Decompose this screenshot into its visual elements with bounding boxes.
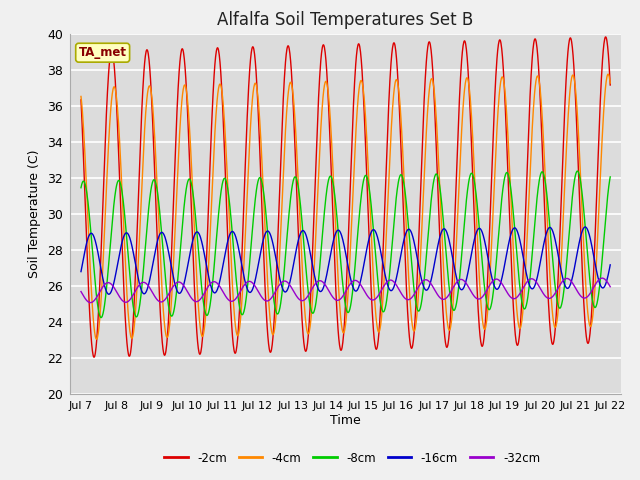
-16cm — [105, 291, 113, 297]
-16cm — [428, 274, 436, 280]
-8cm — [573, 168, 581, 174]
-32cm — [544, 295, 552, 301]
-4cm — [428, 76, 436, 82]
-4cm — [255, 97, 262, 103]
-8cm — [606, 174, 614, 180]
-4cm — [604, 72, 612, 77]
-16cm — [77, 269, 85, 275]
Line: -2cm: -2cm — [81, 37, 610, 357]
-32cm — [598, 275, 606, 281]
Y-axis label: Soil Temperature (C): Soil Temperature (C) — [28, 149, 42, 278]
-2cm — [195, 350, 203, 356]
-32cm — [195, 298, 203, 303]
-32cm — [182, 287, 190, 292]
Line: -4cm: -4cm — [81, 74, 610, 339]
-8cm — [255, 178, 262, 183]
-4cm — [195, 312, 203, 318]
-8cm — [97, 315, 105, 321]
-8cm — [428, 192, 436, 197]
Line: -8cm: -8cm — [81, 171, 610, 318]
-4cm — [182, 86, 190, 92]
-4cm — [544, 228, 552, 234]
-2cm — [428, 55, 436, 61]
-16cm — [581, 224, 589, 230]
-4cm — [606, 80, 614, 86]
-8cm — [182, 187, 190, 192]
-16cm — [182, 271, 190, 276]
-8cm — [497, 204, 505, 209]
-2cm — [497, 40, 505, 46]
-2cm — [602, 34, 610, 40]
-2cm — [90, 354, 98, 360]
Title: Alfalfa Soil Temperatures Set B: Alfalfa Soil Temperatures Set B — [218, 11, 474, 29]
-2cm — [255, 110, 262, 116]
-32cm — [255, 288, 262, 294]
-16cm — [255, 262, 262, 268]
-2cm — [182, 82, 190, 87]
-4cm — [77, 94, 85, 99]
Text: TA_met: TA_met — [79, 46, 127, 59]
-2cm — [77, 97, 85, 103]
Legend: -2cm, -4cm, -8cm, -16cm, -32cm: -2cm, -4cm, -8cm, -16cm, -32cm — [159, 447, 545, 469]
-16cm — [195, 231, 203, 237]
-4cm — [497, 77, 505, 83]
-16cm — [544, 227, 552, 233]
-32cm — [86, 300, 94, 305]
-16cm — [606, 262, 614, 268]
-16cm — [497, 279, 505, 285]
Line: -16cm: -16cm — [81, 227, 610, 294]
-4cm — [93, 336, 100, 342]
-32cm — [77, 288, 85, 294]
-8cm — [195, 255, 203, 261]
-2cm — [606, 82, 614, 88]
-32cm — [428, 282, 436, 288]
-32cm — [606, 284, 614, 289]
-8cm — [77, 185, 85, 191]
-2cm — [544, 285, 552, 290]
X-axis label: Time: Time — [330, 414, 361, 427]
-32cm — [497, 279, 505, 285]
-8cm — [544, 200, 552, 205]
Line: -32cm: -32cm — [81, 278, 610, 302]
